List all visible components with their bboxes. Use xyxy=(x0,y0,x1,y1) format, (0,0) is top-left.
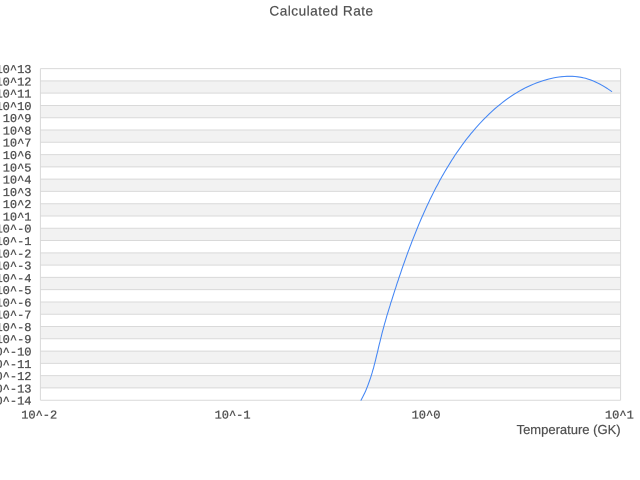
svg-text:10^-0: 10^-0 xyxy=(0,223,32,237)
svg-text:10^-4: 10^-4 xyxy=(0,272,32,286)
svg-text:10^-1: 10^-1 xyxy=(0,235,32,249)
svg-text:10^-2: 10^-2 xyxy=(21,409,57,423)
svg-text:10^5: 10^5 xyxy=(3,161,32,175)
svg-text:10^6: 10^6 xyxy=(3,149,32,163)
svg-text:10^11: 10^11 xyxy=(0,88,32,102)
svg-text:10^12: 10^12 xyxy=(0,75,32,89)
svg-text:10^-7: 10^-7 xyxy=(0,309,32,323)
svg-text:10^13: 10^13 xyxy=(0,63,32,77)
svg-text:10^4: 10^4 xyxy=(3,174,32,188)
svg-text:10^9: 10^9 xyxy=(3,112,32,126)
svg-text:10^-10: 10^-10 xyxy=(0,346,32,360)
svg-text:10^2: 10^2 xyxy=(3,198,32,212)
svg-text:10^1: 10^1 xyxy=(605,409,634,423)
svg-text:10^-5: 10^-5 xyxy=(0,284,32,298)
svg-text:10^-11: 10^-11 xyxy=(0,358,32,372)
svg-text:10^-12: 10^-12 xyxy=(0,370,32,384)
svg-text:10^-14: 10^-14 xyxy=(0,395,32,409)
svg-text:10^-9: 10^-9 xyxy=(0,333,32,347)
svg-text:Calculated Rate: Calculated Rate xyxy=(269,3,373,18)
svg-text:10^3: 10^3 xyxy=(3,186,32,200)
svg-text:10^8: 10^8 xyxy=(3,124,32,138)
svg-text:10^-13: 10^-13 xyxy=(0,382,32,396)
svg-text:10^1: 10^1 xyxy=(3,210,32,224)
svg-text:10^-1: 10^-1 xyxy=(215,409,251,423)
svg-text:10^-3: 10^-3 xyxy=(0,260,32,274)
svg-text:10^10: 10^10 xyxy=(0,100,32,114)
svg-text:10^-8: 10^-8 xyxy=(0,321,32,335)
svg-text:10^-6: 10^-6 xyxy=(0,296,32,310)
svg-text:10^7: 10^7 xyxy=(3,137,32,151)
svg-text:10^0: 10^0 xyxy=(412,409,441,423)
svg-text:Temperature (GK): Temperature (GK) xyxy=(517,422,621,437)
svg-text:10^-2: 10^-2 xyxy=(0,247,32,261)
